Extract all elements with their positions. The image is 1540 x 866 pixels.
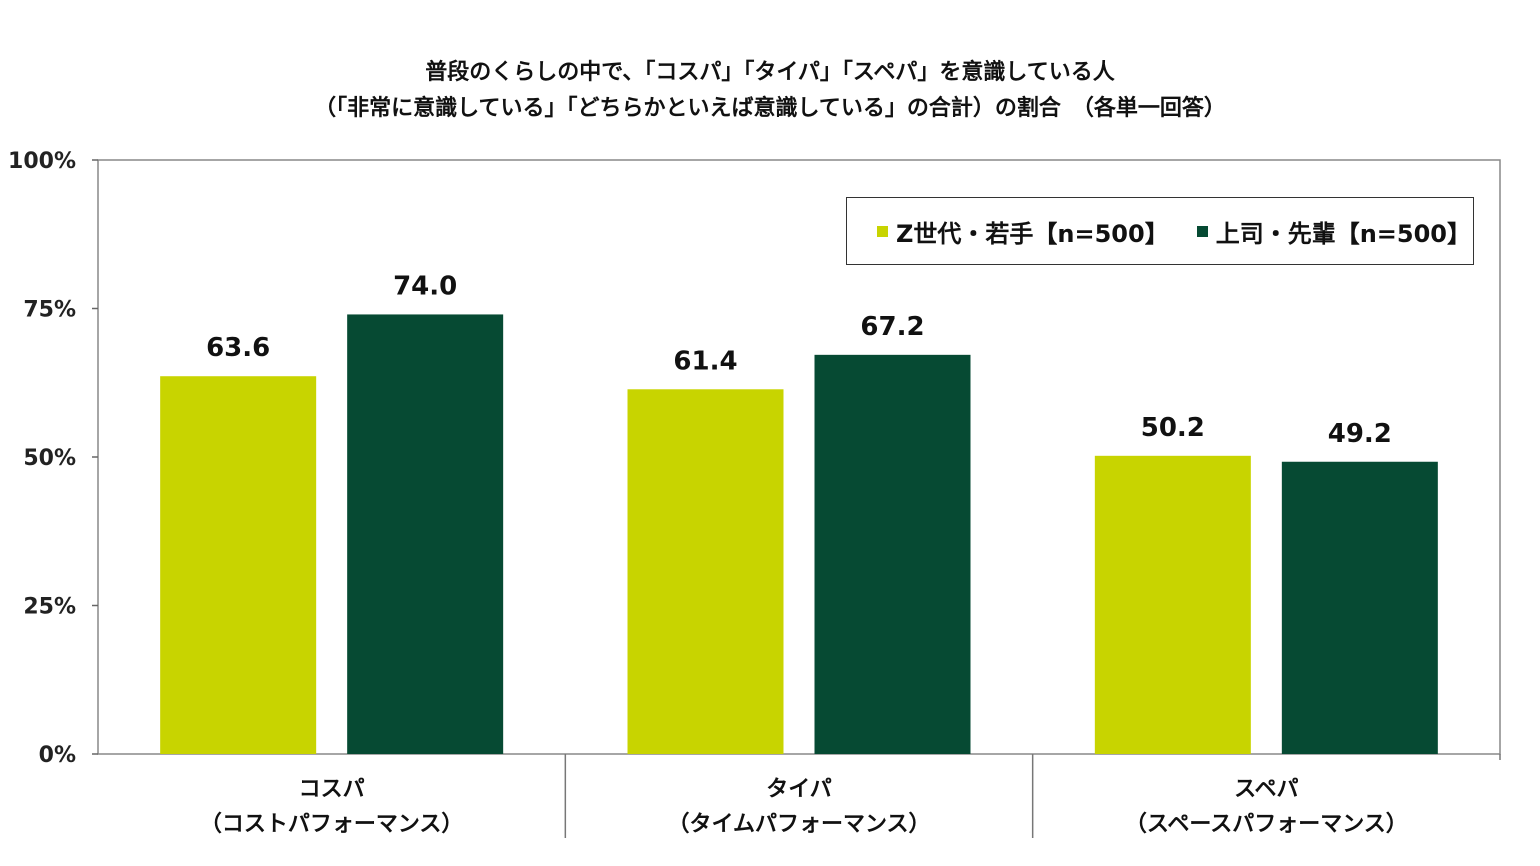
data-label: 63.6 (206, 333, 270, 363)
y-tick-label: 75% (23, 298, 76, 323)
bar (347, 314, 504, 754)
y-tick-label: 50% (23, 446, 76, 471)
bar (1281, 461, 1438, 754)
data-label: 74.0 (393, 271, 457, 301)
y-tick-label: 25% (23, 595, 76, 620)
x-tick-sublabel: （タイムパフォーマンス） (667, 812, 930, 837)
bar (1094, 455, 1251, 754)
x-tick-sublabel: （コストパフォーマンス） (200, 812, 464, 837)
data-label: 67.2 (860, 312, 924, 342)
x-tick-sublabel: （スペースパフォーマンス） (1125, 812, 1408, 837)
x-tick-label: スペパ (1234, 777, 1298, 802)
chart-title: 普段のくらしの中で、「コスパ」「タイパ」「スペパ」を意識している人 (425, 60, 1115, 85)
data-label: 50.2 (1141, 413, 1205, 443)
legend-label-boss: 上司・先輩【n=500】 (1215, 219, 1471, 248)
legend-item-boss: 上司・先輩【n=500】 (1196, 214, 1471, 249)
legend-item-gen-z: Z世代・若手【n=500】 (877, 214, 1169, 249)
chart-legend: Z世代・若手【n=500】 上司・先輩【n=500】 (846, 197, 1474, 265)
x-tick-label: タイパ (766, 777, 832, 802)
data-label: 61.4 (673, 346, 737, 376)
bar (160, 376, 317, 754)
legend-swatch-boss (1196, 225, 1208, 237)
chart-subtitle: （「非常に意識している」「どちらかといえば意識している」の合計）の割合 （各単一… (314, 96, 1226, 121)
bar (627, 389, 784, 754)
legend-swatch-gen-z (877, 225, 888, 237)
y-tick-label: 100% (8, 149, 76, 174)
bar (814, 354, 971, 754)
legend-label-gen-z: Z世代・若手【n=500】 (896, 219, 1169, 248)
data-label: 49.2 (1328, 419, 1392, 449)
x-tick-label: コスパ (299, 777, 365, 802)
y-tick-label: 0% (39, 743, 76, 768)
